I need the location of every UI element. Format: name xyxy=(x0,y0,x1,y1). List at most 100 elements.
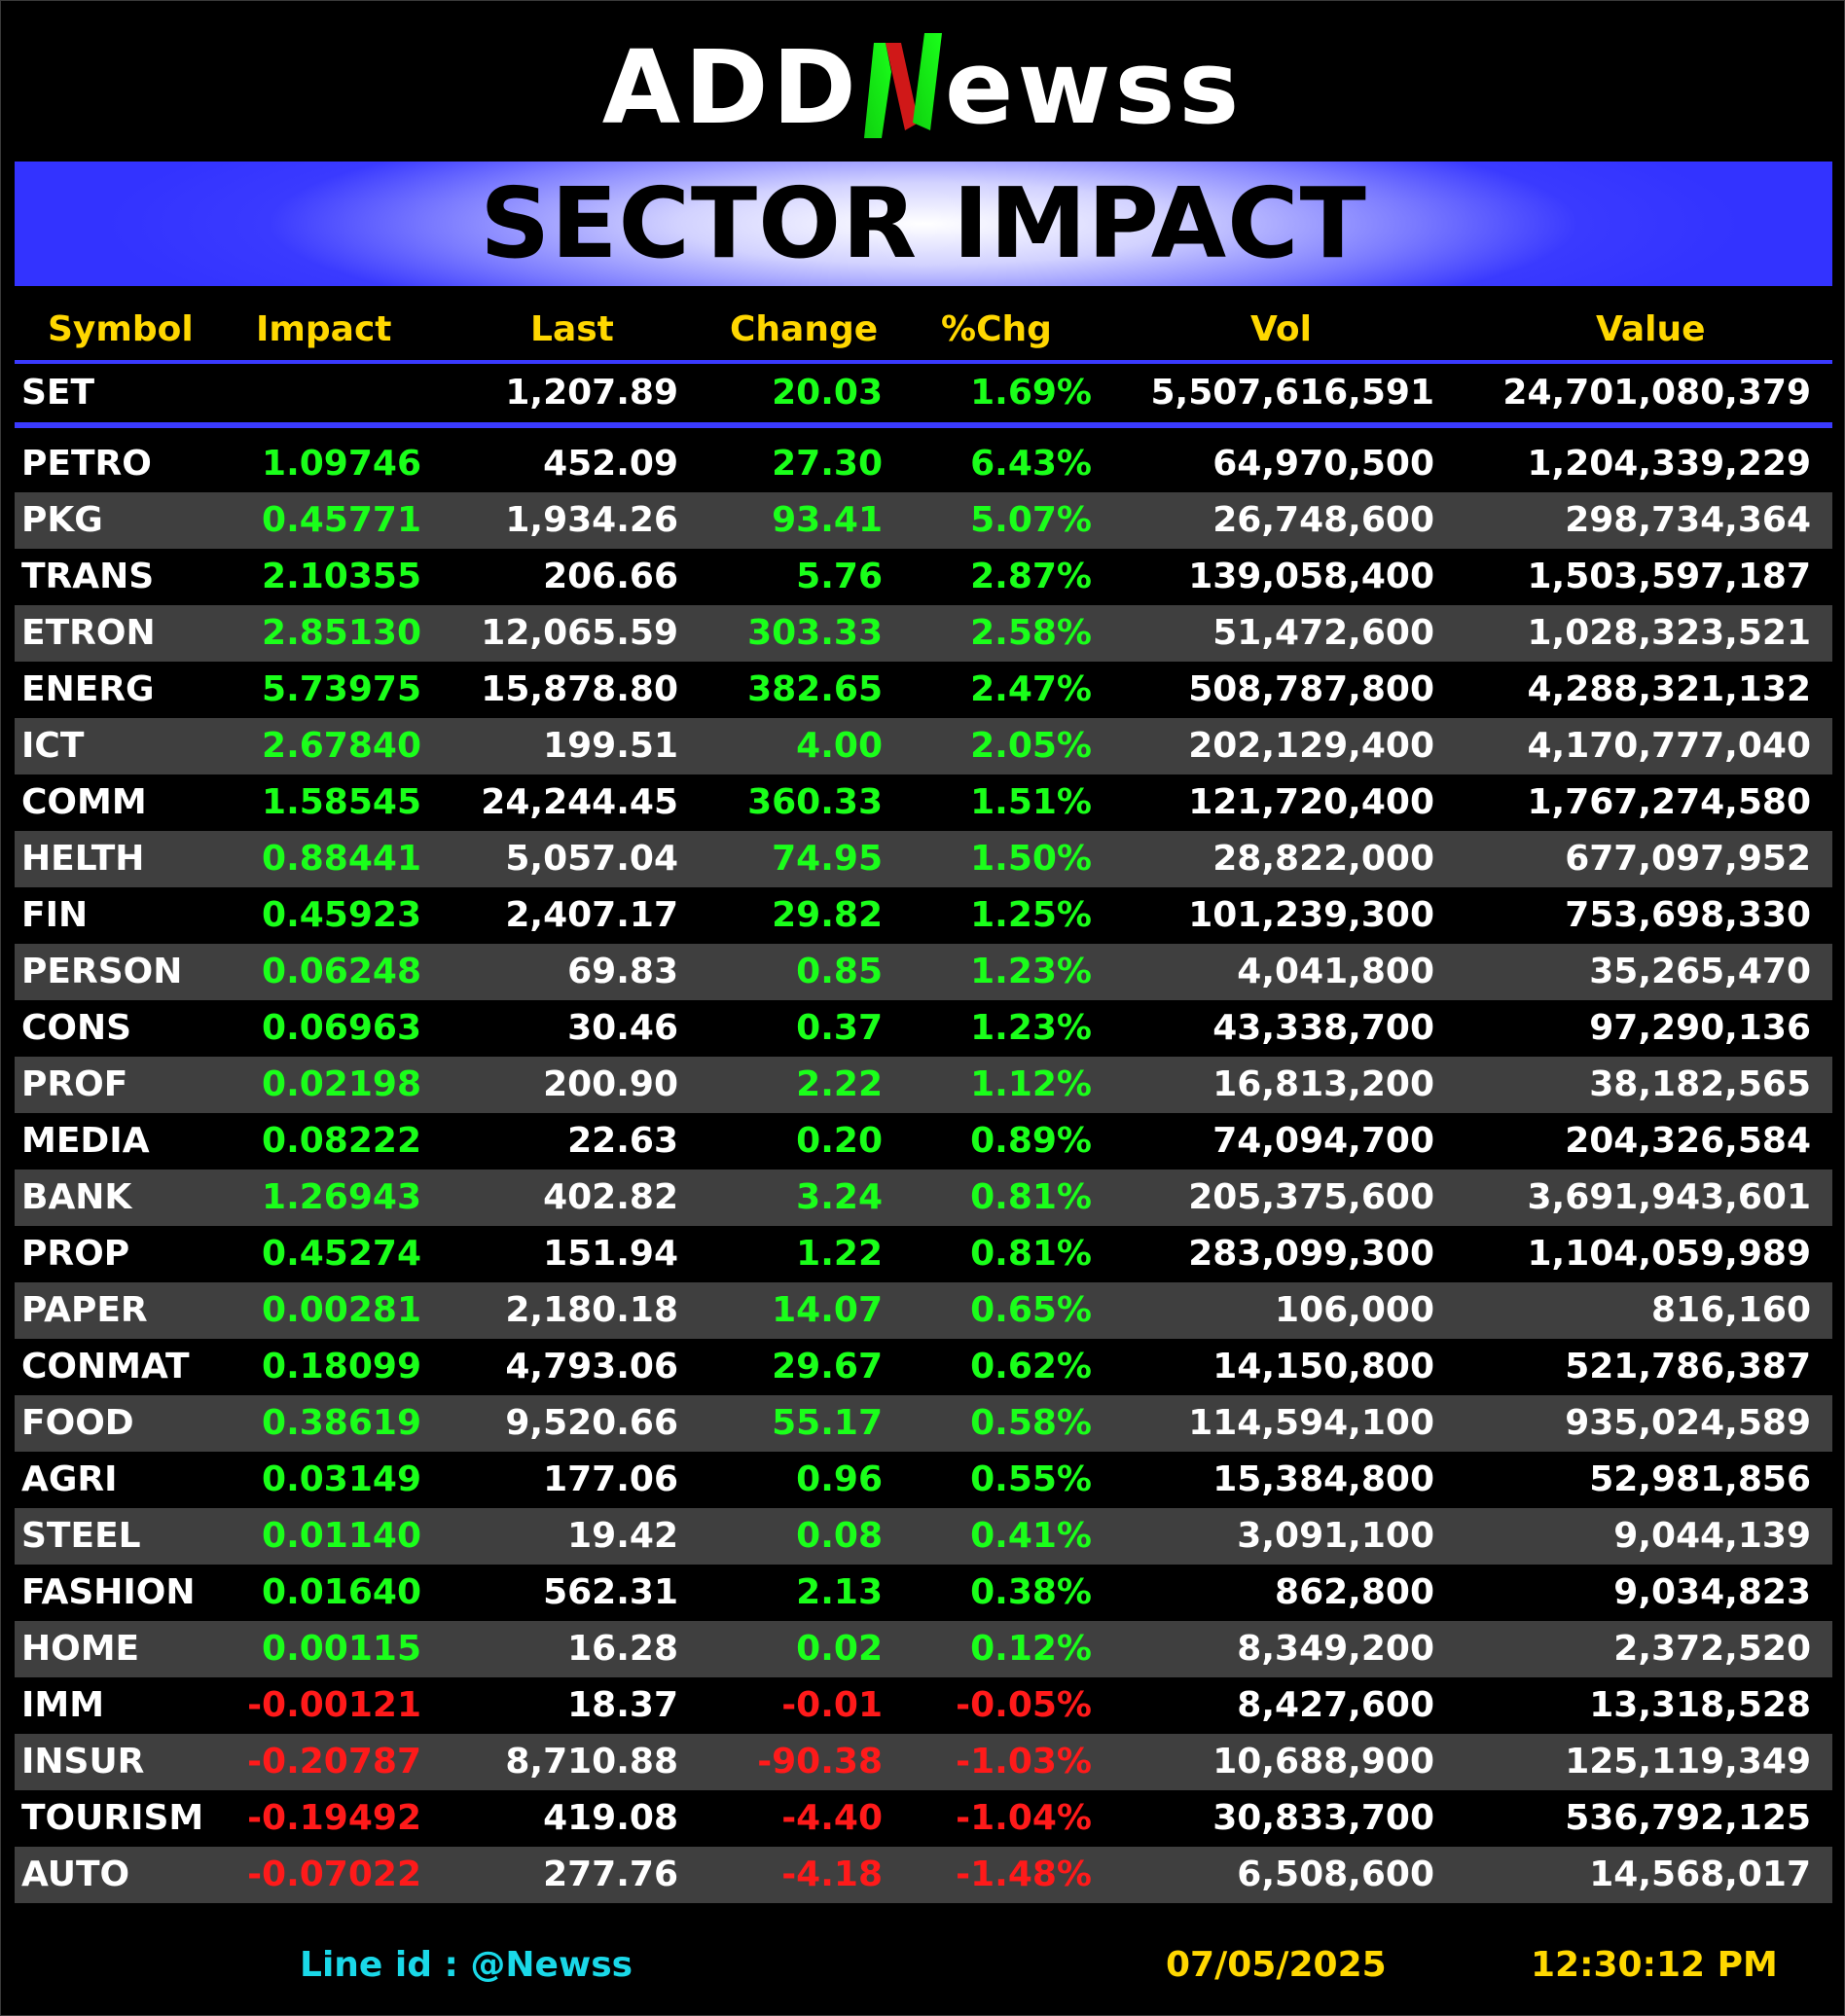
sector-symbol: PETRO xyxy=(21,444,152,484)
sector-volume: 51,472,600 xyxy=(1212,613,1434,653)
sector-change: 0.96 xyxy=(796,1459,883,1499)
sector-change: 382.65 xyxy=(747,669,883,709)
sector-impact: 0.01140 xyxy=(262,1516,421,1556)
sector-change: 4.00 xyxy=(796,726,883,766)
sector-value: 4,288,321,132 xyxy=(1527,669,1811,709)
sector-volume: 3,091,100 xyxy=(1237,1516,1434,1556)
sector-symbol: AGRI xyxy=(21,1459,118,1499)
sector-impact: 0.01640 xyxy=(262,1572,421,1612)
sector-change: 5.76 xyxy=(796,557,883,596)
sector-change: -0.01 xyxy=(781,1685,883,1725)
sector-last: 30.46 xyxy=(567,1008,678,1048)
table-row: COMM 1.58545 24,244.45 360.33 1.51% 121,720,4… xyxy=(15,774,1832,831)
sector-value: 2,372,520 xyxy=(1613,1629,1811,1669)
sector-last: 5,057.04 xyxy=(505,839,678,879)
sector-value: 38,182,565 xyxy=(1589,1064,1811,1104)
index-last: 1,207.89 xyxy=(505,373,678,413)
sector-symbol: PAPER xyxy=(21,1290,148,1330)
sector-symbol: MEDIA xyxy=(21,1121,150,1161)
sector-change: 3.24 xyxy=(796,1177,883,1217)
sector-pct-change: 0.12% xyxy=(970,1629,1092,1669)
table-row: FOOD 0.38619 9,520.66 55.17 0.58% 114,594,100… xyxy=(15,1395,1832,1452)
page-title: SECTOR IMPACT xyxy=(480,166,1367,280)
sector-pct-change: 1.12% xyxy=(970,1064,1092,1104)
sector-pct-change: 1.25% xyxy=(970,895,1092,935)
logo-n-mark-icon xyxy=(863,32,942,138)
sector-symbol: IMM xyxy=(21,1685,105,1725)
sector-symbol: PROP xyxy=(21,1234,130,1274)
sector-volume: 101,239,300 xyxy=(1188,895,1434,935)
sector-pct-change: 0.38% xyxy=(970,1572,1092,1612)
sector-volume: 4,041,800 xyxy=(1237,952,1434,991)
table-row: STEEL 0.01140 19.42 0.08 0.41% 3,091,100 9,044… xyxy=(15,1508,1832,1565)
sector-value: 204,326,584 xyxy=(1565,1121,1811,1161)
sector-rows: PETRO 1.09746 452.09 27.30 6.43% 64,970,500 1,… xyxy=(15,436,1832,1903)
sector-volume: 16,813,200 xyxy=(1212,1064,1434,1104)
sector-pct-change: 0.41% xyxy=(970,1516,1092,1556)
sector-symbol: CONMAT xyxy=(21,1347,190,1386)
sector-last: 4,793.06 xyxy=(505,1347,678,1386)
sector-impact: 5.73975 xyxy=(262,669,421,709)
table-row: MEDIA 0.08222 22.63 0.20 0.89% 74,094,700 204,… xyxy=(15,1113,1832,1170)
sector-last: 9,520.66 xyxy=(505,1403,678,1443)
sector-volume: 8,427,600 xyxy=(1237,1685,1434,1725)
sector-impact: -0.19492 xyxy=(247,1798,421,1838)
sector-last: 419.08 xyxy=(543,1798,678,1838)
table-row: TOURISM -0.19492 419.08 -4.40 -1.04% 30,833,7… xyxy=(15,1790,1832,1847)
table-row: AUTO -0.07022 277.76 -4.18 -1.48% 6,508,600 14… xyxy=(15,1847,1832,1903)
sector-change: 27.30 xyxy=(772,444,883,484)
sector-value: 536,792,125 xyxy=(1565,1798,1811,1838)
sector-volume: 106,000 xyxy=(1275,1290,1434,1330)
sector-impact: 0.18099 xyxy=(262,1347,421,1386)
sector-pct-change: 0.55% xyxy=(970,1459,1092,1499)
sector-volume: 283,099,300 xyxy=(1188,1234,1434,1274)
sector-symbol: PKG xyxy=(21,500,103,540)
sector-change: 2.22 xyxy=(796,1064,883,1104)
table-gap xyxy=(15,428,1832,436)
sector-pct-change: 1.50% xyxy=(970,839,1092,879)
sector-impact: 0.08222 xyxy=(262,1121,421,1161)
table-row: HELTH 0.88441 5,057.04 74.95 1.50% 28,822,000… xyxy=(15,831,1832,887)
sector-volume: 10,688,900 xyxy=(1212,1742,1434,1782)
sector-impact: 0.45923 xyxy=(262,895,421,935)
sector-symbol: AUTO xyxy=(21,1854,130,1894)
table-row: INSUR -0.20787 8,710.88 -90.38 -1.03% 10,688,… xyxy=(15,1734,1832,1790)
sector-last: 22.63 xyxy=(567,1121,678,1161)
sector-symbol: ETRON xyxy=(21,613,156,653)
table-header: Symbol Impact Last Change %Chg Vol Value xyxy=(15,302,1832,360)
sector-volume: 121,720,400 xyxy=(1188,782,1434,822)
sector-impact: 2.85130 xyxy=(262,613,421,653)
sector-volume: 114,594,100 xyxy=(1188,1403,1434,1443)
sector-impact: 2.10355 xyxy=(262,557,421,596)
sector-value: 1,503,597,187 xyxy=(1527,557,1811,596)
sector-pct-change: -0.05% xyxy=(956,1685,1092,1725)
sector-volume: 26,748,600 xyxy=(1212,500,1434,540)
header-impact: Impact xyxy=(256,309,392,349)
sector-symbol: FIN xyxy=(21,895,89,935)
sector-pct-change: 2.47% xyxy=(970,669,1092,709)
sector-change: 0.85 xyxy=(796,952,883,991)
sector-pct-change: -1.04% xyxy=(956,1798,1092,1838)
sector-last: 12,065.59 xyxy=(481,613,678,653)
sector-volume: 205,375,600 xyxy=(1188,1177,1434,1217)
sector-volume: 508,787,800 xyxy=(1188,669,1434,709)
table-row: IMM -0.00121 18.37 -0.01 -0.05% 8,427,600 13,3… xyxy=(15,1677,1832,1734)
sector-value: 1,767,274,580 xyxy=(1527,782,1811,822)
sector-change: 29.67 xyxy=(772,1347,883,1386)
sector-symbol: FOOD xyxy=(21,1403,134,1443)
table-row: ICT 2.67840 199.51 4.00 2.05% 202,129,400 4,17… xyxy=(15,718,1832,774)
index-pct-change: 1.69% xyxy=(970,373,1092,413)
table-row: HOME 0.00115 16.28 0.02 0.12% 8,349,200 2,372,… xyxy=(15,1621,1832,1677)
sector-impact: 0.88441 xyxy=(262,839,421,879)
sector-impact: 0.45274 xyxy=(262,1234,421,1274)
header-divider xyxy=(15,360,1832,364)
sector-symbol: CONS xyxy=(21,1008,132,1048)
sector-volume: 15,384,800 xyxy=(1212,1459,1434,1499)
index-row-set: SET 1,207.89 20.03 1.69% 5,507,616,591 2… xyxy=(15,364,1832,422)
header-last: Last xyxy=(530,309,614,349)
sector-change: 2.13 xyxy=(796,1572,883,1612)
table-row: FIN 0.45923 2,407.17 29.82 1.25% 101,239,300 7… xyxy=(15,887,1832,944)
header-value: Value xyxy=(1596,309,1706,349)
table-row: BANK 1.26943 402.82 3.24 0.81% 205,375,600 3,6… xyxy=(15,1170,1832,1226)
header-symbol: Symbol xyxy=(48,309,194,349)
